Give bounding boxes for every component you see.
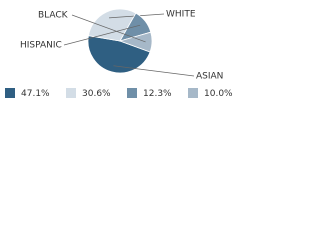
slice-label: ASIAN	[196, 72, 223, 82]
legend-label: 30.6%	[82, 89, 111, 99]
pie-slice	[87, 35, 151, 74]
leader-line	[63, 24, 141, 46]
leader-line	[71, 14, 146, 43]
legend-label: 47.1%	[21, 89, 50, 99]
legend-swatch	[5, 88, 15, 98]
legend-swatch	[188, 88, 198, 98]
leader-line	[113, 65, 195, 77]
slice-label: BLACK	[38, 11, 69, 21]
slice-label: HISPANIC	[20, 41, 62, 51]
legend-label: 12.3%	[143, 89, 172, 99]
legend-swatch	[66, 88, 76, 98]
legend-swatch	[127, 88, 137, 98]
slice-label: WHITE	[166, 10, 196, 20]
legend-label: 10.0%	[204, 89, 233, 99]
pie-slice	[118, 31, 153, 53]
chart: ASIAN 47.1% WHITE 30.6% HISPANIC 12.3% BLACK 10…	[5, 8, 233, 99]
